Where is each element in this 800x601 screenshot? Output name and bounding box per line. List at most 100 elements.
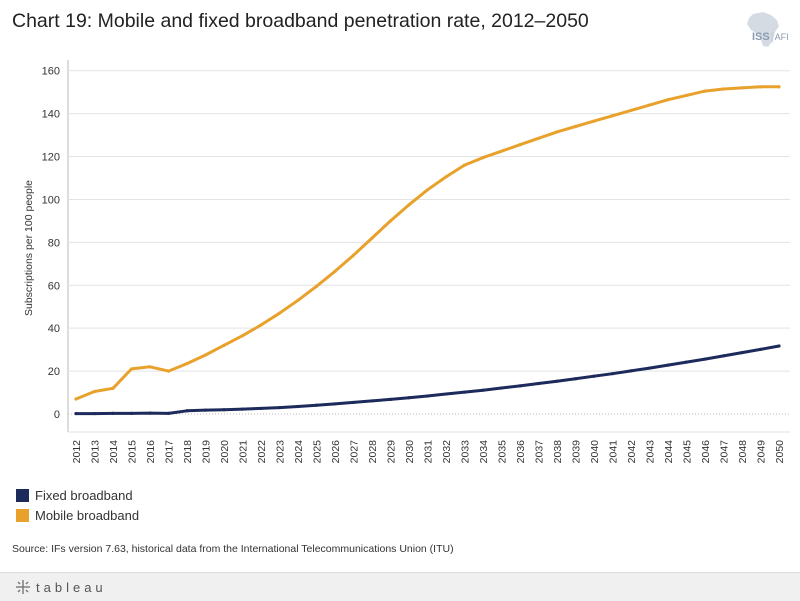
- data-point[interactable]: [573, 377, 578, 381]
- tableau-footer: tableau: [0, 572, 800, 601]
- data-point[interactable]: [148, 411, 152, 415]
- data-point[interactable]: [444, 175, 448, 179]
- legend-label-fixed: Fixed broadband: [35, 487, 133, 503]
- data-point[interactable]: [425, 188, 430, 192]
- data-point[interactable]: [555, 379, 559, 383]
- data-point[interactable]: [629, 108, 633, 113]
- x-tick-label: 2039: [571, 440, 583, 464]
- x-tick-label: 2043: [645, 440, 657, 464]
- data-point[interactable]: [518, 143, 522, 147]
- data-point[interactable]: [333, 269, 337, 273]
- data-point[interactable]: [647, 103, 652, 107]
- data-point[interactable]: [703, 89, 707, 93]
- data-point[interactable]: [777, 85, 781, 89]
- data-point[interactable]: [684, 360, 689, 364]
- data-point[interactable]: [370, 236, 374, 240]
- x-tick-label: 2020: [219, 440, 231, 464]
- data-point[interactable]: [536, 381, 541, 386]
- data-point[interactable]: [425, 394, 430, 398]
- data-point[interactable]: [166, 369, 171, 373]
- data-point[interactable]: [259, 406, 263, 411]
- data-point[interactable]: [203, 353, 208, 357]
- data-point[interactable]: [592, 374, 596, 378]
- x-tick-label: 2017: [164, 440, 176, 464]
- data-point[interactable]: [351, 400, 356, 405]
- data-point[interactable]: [777, 344, 781, 348]
- data-point[interactable]: [721, 354, 726, 358]
- x-tick-label: 2036: [515, 440, 527, 464]
- data-point[interactable]: [185, 361, 189, 366]
- data-point[interactable]: [481, 388, 485, 392]
- data-point[interactable]: [111, 411, 115, 415]
- tableau-link[interactable]: tableau: [14, 578, 107, 596]
- data-point[interactable]: [388, 397, 393, 402]
- data-point[interactable]: [703, 357, 707, 361]
- data-point[interactable]: [555, 130, 559, 134]
- data-point[interactable]: [758, 85, 763, 89]
- data-point[interactable]: [499, 386, 504, 390]
- legend-label-mobile: Mobile broadband: [35, 507, 140, 523]
- data-point[interactable]: [277, 311, 282, 315]
- data-point[interactable]: [758, 347, 763, 352]
- data-point[interactable]: [610, 114, 615, 118]
- data-point[interactable]: [314, 403, 319, 407]
- data-point[interactable]: [259, 323, 263, 327]
- y-tick-label: 40: [48, 323, 60, 335]
- data-point[interactable]: [592, 119, 596, 123]
- y-tick-label: 100: [42, 194, 60, 206]
- data-point[interactable]: [277, 405, 282, 410]
- data-point[interactable]: [647, 366, 652, 370]
- data-point[interactable]: [370, 399, 374, 403]
- y-tick-label: 120: [42, 152, 60, 164]
- data-point[interactable]: [240, 407, 245, 411]
- data-point[interactable]: [185, 409, 189, 413]
- y-tick-label: 160: [42, 66, 60, 78]
- x-tick-label: 2024: [293, 440, 305, 464]
- data-point[interactable]: [684, 93, 689, 97]
- legend-item-fixed[interactable]: Fixed broadband: [16, 485, 139, 505]
- data-point[interactable]: [148, 365, 152, 369]
- series-line-mobile[interactable]: [74, 85, 781, 401]
- data-point[interactable]: [740, 86, 744, 90]
- data-point[interactable]: [444, 392, 448, 396]
- data-point[interactable]: [407, 396, 411, 400]
- data-point[interactable]: [351, 253, 356, 257]
- data-point[interactable]: [314, 284, 319, 288]
- data-point[interactable]: [166, 411, 171, 415]
- data-point[interactable]: [518, 384, 522, 388]
- logo-separator: |: [770, 31, 774, 43]
- data-point[interactable]: [222, 343, 226, 347]
- data-point[interactable]: [462, 163, 467, 167]
- data-point[interactable]: [74, 397, 78, 401]
- data-point[interactable]: [222, 408, 226, 412]
- data-point[interactable]: [92, 389, 97, 394]
- legend-item-mobile[interactable]: Mobile broadband: [16, 505, 139, 525]
- data-point[interactable]: [610, 372, 615, 376]
- data-point[interactable]: [721, 87, 726, 91]
- data-point[interactable]: [129, 367, 134, 371]
- data-point[interactable]: [407, 203, 411, 207]
- data-point[interactable]: [573, 124, 578, 129]
- x-tick-label: 2031: [423, 440, 435, 464]
- data-point[interactable]: [499, 149, 504, 153]
- x-tick-label: 2047: [719, 440, 731, 464]
- data-point[interactable]: [666, 363, 670, 367]
- series-line-fixed[interactable]: [74, 344, 781, 416]
- data-point[interactable]: [203, 408, 208, 412]
- data-point[interactable]: [296, 298, 300, 302]
- data-point[interactable]: [388, 219, 393, 223]
- data-point[interactable]: [666, 98, 670, 102]
- data-point[interactable]: [536, 136, 541, 140]
- data-point[interactable]: [629, 369, 633, 373]
- x-tick-label: 2015: [127, 440, 139, 464]
- data-point[interactable]: [74, 411, 78, 416]
- data-point[interactable]: [481, 156, 485, 160]
- data-point[interactable]: [296, 404, 300, 409]
- data-point[interactable]: [111, 386, 115, 390]
- data-point[interactable]: [129, 411, 134, 415]
- data-point[interactable]: [462, 390, 467, 394]
- data-point[interactable]: [333, 402, 337, 406]
- data-point[interactable]: [240, 334, 245, 338]
- data-point[interactable]: [740, 351, 744, 355]
- data-point[interactable]: [92, 411, 97, 416]
